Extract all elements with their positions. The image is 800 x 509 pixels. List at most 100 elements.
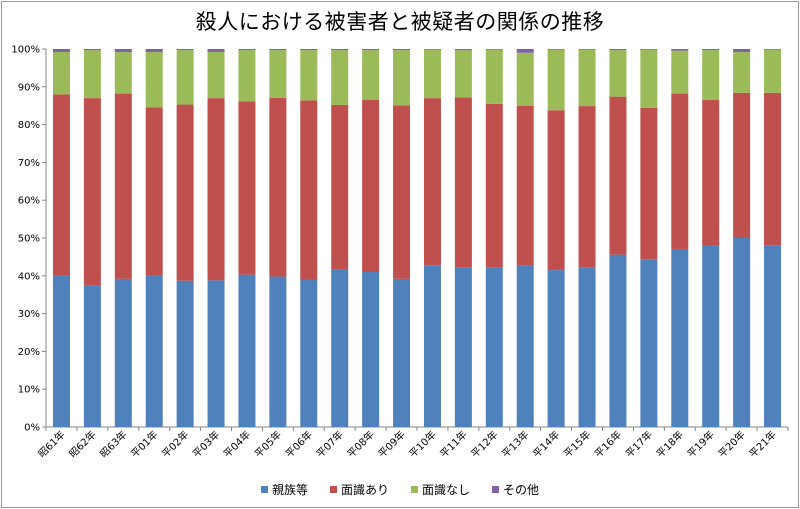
x-tick-label: 平02年 bbox=[159, 428, 191, 460]
bar-segment-3-24 bbox=[764, 49, 782, 93]
bar-segment-3-19 bbox=[609, 50, 627, 97]
y-tick-label: 10% bbox=[18, 385, 40, 396]
bar-segment-3-1 bbox=[52, 52, 70, 95]
legend-swatch bbox=[329, 486, 337, 493]
bar-segment-4-3 bbox=[114, 49, 132, 53]
bar-segment-4-20 bbox=[640, 49, 658, 50]
bar-segment-4-8 bbox=[269, 49, 287, 51]
bar-segment-1-13 bbox=[423, 265, 441, 427]
bar-segment-2-17 bbox=[547, 110, 565, 271]
bar-segment-3-10 bbox=[331, 50, 349, 105]
x-tick-label: 平06年 bbox=[283, 428, 315, 460]
legend-swatch bbox=[492, 486, 500, 493]
bar-segment-3-7 bbox=[238, 50, 256, 102]
y-tick-label: 80% bbox=[18, 120, 40, 131]
legend-label: 面識あり bbox=[340, 483, 389, 497]
bar-segment-1-6 bbox=[207, 280, 225, 427]
bar-segment-4-17 bbox=[547, 49, 565, 50]
bar-segment-2-16 bbox=[516, 105, 534, 266]
x-tick-label: 平11年 bbox=[437, 428, 469, 460]
bar-segment-2-14 bbox=[454, 97, 472, 268]
x-tick-label: 平08年 bbox=[344, 428, 376, 460]
legend-item-menshiki-ari: 面識あり bbox=[329, 481, 389, 498]
bar-segment-1-21 bbox=[671, 248, 689, 427]
bar-segment-2-18 bbox=[578, 106, 596, 268]
bar-segment-3-5 bbox=[176, 50, 194, 105]
y-tick-label: 0% bbox=[24, 423, 40, 434]
legend-item-sonota: その他 bbox=[492, 481, 539, 498]
x-tick-label: 平07年 bbox=[313, 428, 345, 460]
x-tick-label: 平03年 bbox=[190, 428, 222, 460]
bar-segment-4-2 bbox=[83, 49, 101, 51]
y-tick-label: 90% bbox=[18, 82, 40, 93]
bar-segment-3-21 bbox=[671, 50, 689, 94]
bar-segment-2-1 bbox=[52, 94, 70, 276]
bar-segment-2-20 bbox=[640, 107, 658, 260]
bar-segment-2-21 bbox=[671, 93, 689, 249]
bar-segment-4-24 bbox=[764, 49, 782, 50]
x-tick-label: 平20年 bbox=[715, 428, 747, 460]
bar-segment-4-5 bbox=[176, 49, 194, 51]
bar-segment-1-23 bbox=[733, 238, 751, 427]
bar-segment-2-22 bbox=[702, 100, 720, 246]
y-tick-label: 30% bbox=[18, 309, 40, 320]
x-tick-labels: 昭61年 昭62年 昭63年 平01年 平02年 平03年 平04年 平05年 平06年 平07年… bbox=[35, 428, 778, 460]
bar-segment-4-21 bbox=[671, 49, 689, 51]
bar-segment-1-2 bbox=[83, 285, 101, 427]
legend-swatch bbox=[411, 486, 418, 493]
x-tick-label: 平17年 bbox=[623, 428, 655, 460]
bar-segment-1-14 bbox=[454, 267, 472, 427]
y-tick-label: 60% bbox=[18, 196, 40, 207]
bar-segment-3-22 bbox=[702, 50, 720, 101]
bar-segment-3-17 bbox=[547, 49, 565, 111]
bar-segment-1-11 bbox=[362, 272, 380, 427]
legend-label: 親族等 bbox=[271, 483, 308, 497]
x-tick-label: 平14年 bbox=[530, 428, 562, 460]
bar-segment-2-6 bbox=[207, 98, 225, 281]
bar-segment-4-1 bbox=[52, 49, 70, 53]
bar-segment-4-4 bbox=[145, 49, 163, 53]
bar-segment-4-23 bbox=[733, 49, 751, 53]
bar-segment-1-8 bbox=[269, 276, 287, 427]
bar-segment-1-3 bbox=[114, 278, 132, 427]
bar-segment-1-18 bbox=[578, 267, 596, 427]
bar-segment-2-19 bbox=[609, 96, 627, 255]
x-tick-label: 平13年 bbox=[499, 428, 531, 460]
bar-segment-1-10 bbox=[331, 269, 349, 427]
bar-segment-2-13 bbox=[423, 98, 441, 266]
x-tick-label: 平09年 bbox=[375, 428, 407, 460]
bar-segment-2-24 bbox=[764, 92, 782, 246]
x-tick-label: 平05年 bbox=[252, 428, 284, 460]
bar-segment-4-15 bbox=[485, 49, 503, 50]
bar-segment-2-8 bbox=[269, 97, 287, 277]
bar-segment-3-2 bbox=[83, 50, 101, 99]
bar-segment-2-15 bbox=[485, 103, 503, 268]
bar-segment-4-18 bbox=[578, 49, 596, 50]
x-tick-label: 昭63年 bbox=[97, 428, 129, 460]
bar-segment-1-1 bbox=[52, 275, 70, 427]
bar-segment-3-23 bbox=[733, 52, 751, 93]
bar-segment-1-4 bbox=[145, 275, 163, 427]
bar-segment-1-22 bbox=[702, 245, 720, 427]
bar-segment-4-19 bbox=[609, 49, 627, 51]
legend-label: 面識なし bbox=[422, 483, 471, 497]
bar-segment-4-10 bbox=[331, 49, 349, 51]
bar-segment-1-20 bbox=[640, 259, 658, 427]
bar-segment-3-3 bbox=[114, 52, 132, 94]
legend-label: その他 bbox=[503, 483, 540, 497]
x-tick-label: 平15年 bbox=[561, 428, 593, 460]
legend-item-menshiki-nashi: 面識なし bbox=[411, 481, 470, 498]
bar-segment-1-7 bbox=[238, 274, 256, 427]
bar-segment-2-7 bbox=[238, 101, 256, 275]
bar-segment-4-12 bbox=[393, 49, 411, 51]
x-tick-label: 平04年 bbox=[221, 428, 253, 460]
bar-segment-3-4 bbox=[145, 52, 163, 108]
bar-segment-2-11 bbox=[362, 99, 380, 273]
x-tick-label: 平12年 bbox=[468, 428, 500, 460]
bar-segment-3-20 bbox=[640, 49, 658, 108]
legend-swatch bbox=[260, 486, 268, 493]
bar-segment-4-14 bbox=[454, 49, 472, 51]
y-tick-label: 70% bbox=[18, 158, 40, 169]
bar-segment-1-5 bbox=[176, 280, 194, 427]
